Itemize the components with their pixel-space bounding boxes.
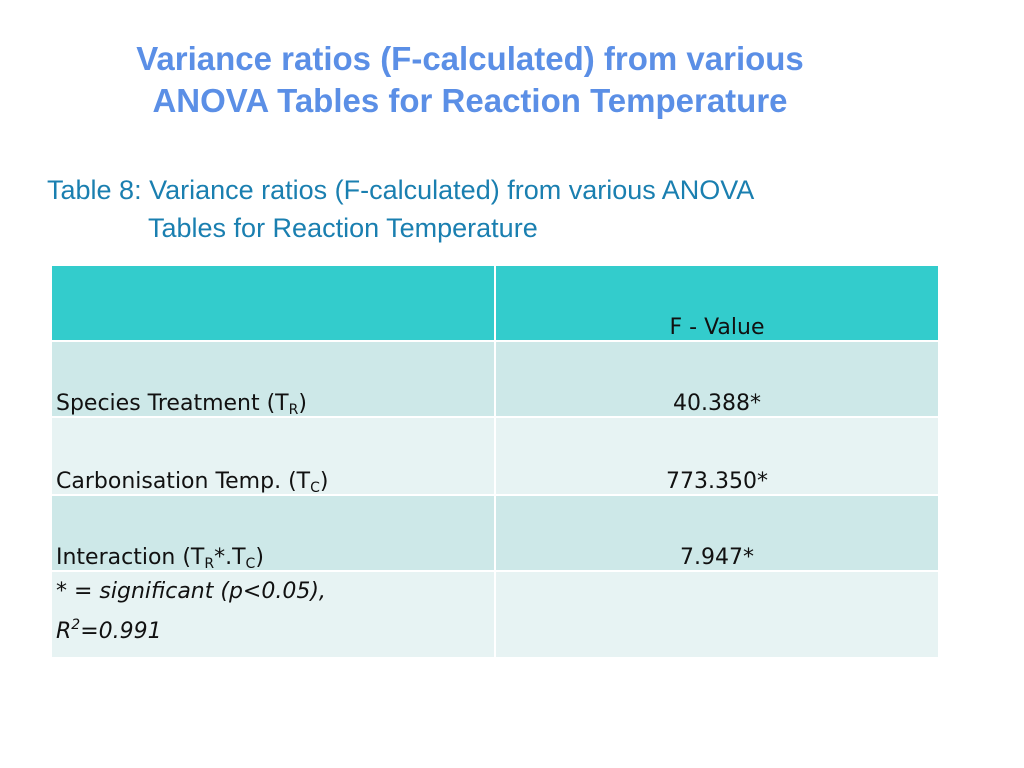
note-empty-cell (494, 570, 940, 659)
table-caption-line2: Tables for Reaction Temperature (148, 213, 538, 243)
table-header-row: F - Value (50, 264, 940, 342)
slide-title: Variance ratios (F-calculated) from vari… (40, 38, 900, 122)
significance-note: * = significant (p<0.05), R2=0.991 (50, 570, 496, 659)
table-row: Carbonisation Temp. (TC) 773.350* (50, 416, 940, 496)
row-label-species-treatment: Species Treatment (TR) (50, 340, 496, 418)
f-value-table: F - Value Species Treatment (TR) 40.388*… (50, 264, 940, 659)
row-value-interaction: 7.947* (494, 494, 940, 572)
slide-title-line2: ANOVA Tables for Reaction Temperature (152, 82, 788, 119)
row-label-interaction: Interaction (TR*.TC) (50, 494, 496, 572)
table-note-row: * = significant (p<0.05), R2=0.991 (50, 570, 940, 659)
header-cell-f-value: F - Value (494, 264, 940, 342)
table-row: Interaction (TR*.TC) 7.947* (50, 494, 940, 572)
header-cell-empty (50, 264, 496, 342)
row-value-carbonisation-temp: 773.350* (494, 416, 940, 496)
row-value-species-treatment: 40.388* (494, 340, 940, 418)
table-caption: Table 8: Variance ratios (F-calculated) … (47, 171, 987, 247)
table-caption-line1: Table 8: Variance ratios (F-calculated) … (47, 175, 755, 205)
row-label-carbonisation-temp: Carbonisation Temp. (TC) (50, 416, 496, 496)
slide-title-line1: Variance ratios (F-calculated) from vari… (136, 40, 804, 77)
table-row: Species Treatment (TR) 40.388* (50, 340, 940, 418)
